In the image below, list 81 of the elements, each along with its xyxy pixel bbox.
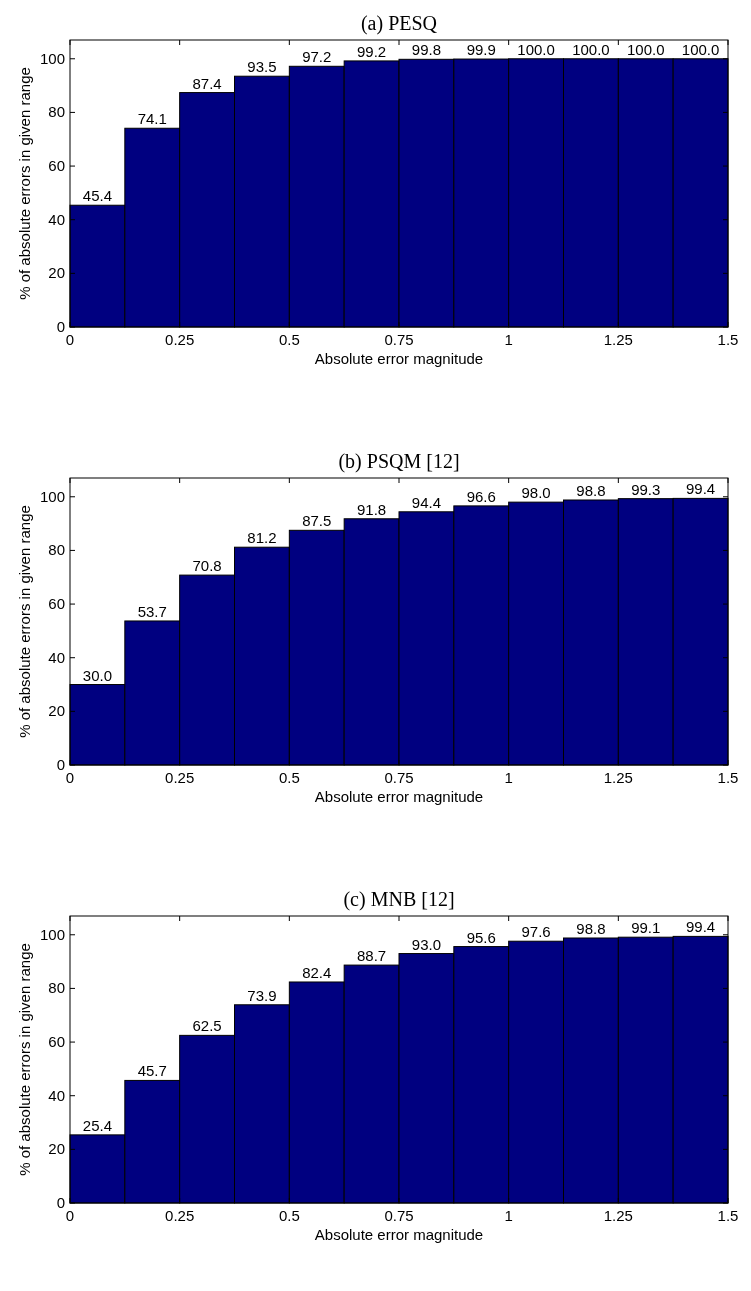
x-axis-title: Absolute error magnitude [314,1226,484,1243]
x-tick-label: 0.5 [278,769,300,786]
data-label: 99.4 [685,918,716,936]
x-tick-label: 1.25 [603,769,633,786]
y-tick-label: 0 [56,756,65,773]
x-tick-label: 0.5 [278,1207,300,1224]
y-tick-label: 40 [48,648,65,666]
y-tick-label: 40 [48,1086,65,1104]
data-label: 100.0 [626,40,665,58]
x-tick-label: 0.75 [384,769,414,786]
data-label: 100.0 [517,40,555,58]
x-tick-label: 1 [504,769,513,786]
y-tick-label: 0 [56,1194,65,1211]
x-tick-label: 0.5 [278,331,300,348]
data-label: 97.2 [302,48,332,66]
data-label: 45.4 [82,187,113,205]
data-label: 25.4 [82,1116,113,1134]
x-tick-label: 0.25 [165,769,195,786]
data-label: 74.1 [137,110,167,128]
x-axis-title: Absolute error magnitude [314,350,484,367]
data-label: 88.7 [356,947,387,965]
y-axis-title: % of absolute errors in given range [16,67,33,300]
data-label: 45.7 [137,1062,167,1080]
data-label: 99.3 [631,480,661,498]
x-tick-label: 1.5 [717,331,739,348]
x-tick-label: 1.5 [717,769,739,786]
y-axis-title: % of absolute errors in given range [16,943,33,1176]
data-label: 99.8 [411,41,442,59]
data-label: 82.4 [302,963,332,981]
data-label: 99.9 [466,41,496,59]
data-label: 100.0 [572,40,610,58]
y-tick-label: 20 [48,1140,65,1158]
x-tick-label: 1.25 [603,331,633,348]
y-tick-label: 60 [48,595,65,613]
data-label: 96.6 [466,487,496,505]
y-tick-label: 100 [39,49,65,67]
x-tick-label: 0.75 [384,331,414,348]
data-label: 53.7 [137,602,167,620]
data-label: 99.1 [631,919,661,937]
y-tick-label: 20 [48,264,65,282]
x-tick-label: 1 [504,1207,513,1224]
y-tick-label: 20 [48,702,65,720]
y-axis-title: % of absolute errors in given range [16,505,33,738]
y-tick-label: 40 [48,210,65,228]
data-label: 94.4 [411,493,442,511]
x-axis-title: Absolute error magnitude [314,788,484,805]
x-tick-label: 1.25 [603,1207,633,1224]
data-label: 30.0 [82,666,113,684]
y-tick-label: 80 [48,103,65,121]
data-label: 99.4 [685,480,716,498]
x-tick-label: 1.5 [717,1207,739,1224]
data-label: 81.2 [247,529,277,547]
data-label: 97.6 [521,923,551,941]
data-label: 91.8 [356,500,387,518]
y-tick-label: 60 [48,157,65,175]
x-tick-label: 0.25 [165,1207,195,1224]
data-label: 87.5 [302,512,332,530]
chart-title: (b) PSQM [12] [338,450,460,473]
data-label: 98.8 [576,919,606,937]
data-label: 100.0 [681,40,720,58]
x-tick-label: 1 [504,331,513,348]
data-label: 98.0 [521,484,551,502]
y-tick-label: 100 [39,925,65,943]
chart-title: (a) PESQ [360,12,438,35]
data-label: 87.4 [192,74,222,92]
chart-title: (c) MNB [12] [343,888,455,911]
data-label: 73.9 [247,986,277,1004]
x-tick-label: 0.75 [384,1207,414,1224]
y-tick-label: 60 [48,1033,65,1051]
y-tick-label: 80 [48,979,65,997]
y-tick-label: 0 [56,318,65,335]
data-label: 62.5 [192,1017,222,1035]
y-tick-label: 80 [48,541,65,559]
y-tick-label: 100 [39,487,65,505]
data-label: 99.2 [356,42,387,60]
data-label: 93.5 [247,58,277,76]
x-tick-label: 0.25 [165,331,195,348]
data-label: 93.0 [411,935,442,953]
data-label: 70.8 [192,557,222,575]
data-label: 98.8 [576,481,606,499]
data-label: 95.6 [466,928,496,946]
